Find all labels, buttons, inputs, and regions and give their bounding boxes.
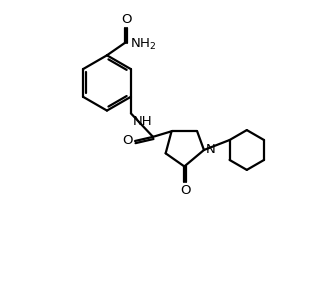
Text: NH$_2$: NH$_2$ xyxy=(130,37,156,52)
Text: O: O xyxy=(122,135,132,147)
Text: O: O xyxy=(180,184,191,197)
Text: N: N xyxy=(206,144,216,157)
Text: NH: NH xyxy=(133,115,153,128)
Text: O: O xyxy=(121,13,131,26)
